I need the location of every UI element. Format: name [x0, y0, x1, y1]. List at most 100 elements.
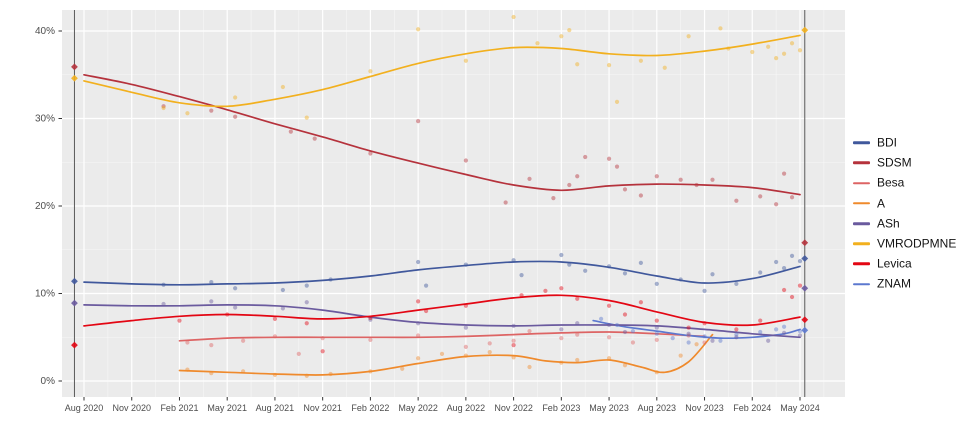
poll-point-sdsm: [567, 182, 572, 188]
poll-point-sdsm: [654, 174, 659, 179]
poll-point-bdi: [638, 260, 643, 265]
x-tick-label: Nov 2023: [685, 403, 724, 413]
poll-point-vmrodpmne: [774, 56, 779, 61]
poll-point-levica: [654, 318, 659, 323]
y-tick-label: 0%: [41, 376, 56, 387]
poll-point-sdsm: [638, 193, 643, 198]
legend-label: A: [877, 195, 886, 210]
poll-point-vmrodpmne: [575, 62, 580, 67]
poll-point-levica: [543, 288, 548, 293]
poll-point-sdsm: [288, 129, 293, 134]
poll-point-sdsm: [774, 202, 779, 207]
x-tick-label: Feb 2023: [542, 403, 580, 413]
poll-point-vmrodpmne: [304, 115, 309, 120]
legend-item-vmrodpmne: VMRODPMNE: [853, 237, 956, 250]
poll-point-bdi: [758, 270, 763, 275]
poll-point-znam: [702, 334, 707, 339]
poll-point-besa: [241, 338, 246, 343]
poll-point-ash: [622, 329, 628, 335]
poll-point-znam: [758, 329, 763, 335]
legend-item-bdi: BDI: [853, 136, 956, 149]
poll-point-bdi: [519, 273, 524, 278]
poll-point-znam: [670, 336, 675, 341]
legend-label: ZNAM: [877, 276, 911, 291]
poll-point-levica: [225, 312, 230, 317]
poll-point-levica: [463, 303, 468, 308]
poll-point-bdi: [734, 281, 739, 286]
legend-item-besa: Besa: [853, 176, 956, 190]
x-tick-label: May 2023: [589, 403, 629, 413]
poll-point-a: [622, 363, 628, 368]
poll-point-bdi: [209, 280, 214, 285]
poll-point-besa: [272, 334, 278, 339]
legend-label: Levica: [877, 256, 912, 271]
poll-point-bdi: [567, 262, 572, 267]
poll-point-vmrodpmne: [185, 111, 190, 116]
poll-point-sdsm: [583, 154, 588, 160]
legend: BDI SDSM Besa A ASh VMRODPMNE Levica ZN: [853, 133, 956, 295]
poll-point-znam: [654, 331, 659, 336]
legend-item-znam: ZNAM: [853, 276, 956, 291]
poll-point-a: [209, 371, 214, 376]
poll-point-levica: [622, 312, 628, 317]
poll-point-sdsm: [614, 164, 620, 169]
poll-point-znam: [797, 329, 803, 334]
poll-point-besa: [320, 336, 325, 341]
poll-point-sdsm: [527, 176, 532, 181]
poll-point-besa: [606, 335, 612, 340]
poll-point-vmrodpmne: [161, 105, 166, 111]
series-line-levica: [83, 294, 801, 327]
poll-point-sdsm: [575, 174, 580, 179]
poll-point-vmrodpmne: [686, 34, 691, 39]
poll-point-ash: [368, 317, 373, 322]
poll-point-levica: [606, 303, 612, 308]
poll-point-vmrodpmne: [567, 28, 572, 33]
poll-point-bdi: [654, 281, 659, 286]
poll-point-levica: [638, 300, 643, 305]
poll-point-levica: [423, 308, 429, 314]
poll-point-vmrodpmne: [718, 26, 723, 31]
x-tick-label: Aug 2022: [447, 403, 486, 413]
legend-swatch: [853, 141, 870, 145]
poll-point-a: [272, 372, 278, 377]
poll-point-a: [606, 356, 612, 361]
poll-point-vmrodpmne: [797, 48, 803, 53]
poll-point-besa: [702, 340, 707, 345]
poll-point-ash: [797, 333, 803, 338]
series-line-vmrodpmne: [83, 34, 801, 108]
poll-point-besa: [296, 351, 301, 356]
series-line-bdi: [83, 260, 801, 286]
x-tick-label: May 2021: [207, 403, 247, 413]
poll-point-sdsm: [463, 158, 468, 163]
poll-point-besa: [575, 332, 580, 337]
poll-point-ash: [606, 322, 612, 328]
poll-point-bdi: [797, 259, 803, 264]
poll-point-besa: [185, 340, 190, 345]
poll-point-besa: [630, 340, 636, 345]
election-result-point-levica: [71, 341, 78, 349]
election-result-point-znam: [801, 326, 809, 334]
poll-point-sdsm: [161, 104, 166, 109]
poll-point-besa: [511, 338, 516, 343]
poll-point-besa: [686, 333, 691, 338]
poll-point-a: [527, 364, 532, 370]
poll-point-ash: [511, 323, 516, 328]
poll-point-levica: [519, 293, 524, 298]
poll-point-levica: [177, 318, 182, 323]
poll-point-ash: [781, 330, 787, 335]
poll-point-a: [328, 371, 333, 377]
election-result-point-ash: [801, 284, 809, 292]
poll-point-sdsm: [622, 187, 628, 192]
legend-label: ASh: [877, 216, 900, 231]
legend-swatch: [853, 222, 870, 225]
poll-point-bdi: [774, 259, 779, 265]
poll-point-vmrodpmne: [511, 14, 516, 20]
poll-point-a: [304, 373, 309, 378]
poll-point-vmrodpmne: [606, 63, 612, 68]
poll-point-bdi: [280, 287, 285, 293]
poll-point-vmrodpmne: [368, 69, 373, 74]
poll-point-besa: [209, 343, 214, 348]
poll-point-vmrodpmne: [789, 41, 795, 46]
poll-point-bdi: [463, 262, 468, 267]
poll-point-levica: [702, 321, 707, 326]
